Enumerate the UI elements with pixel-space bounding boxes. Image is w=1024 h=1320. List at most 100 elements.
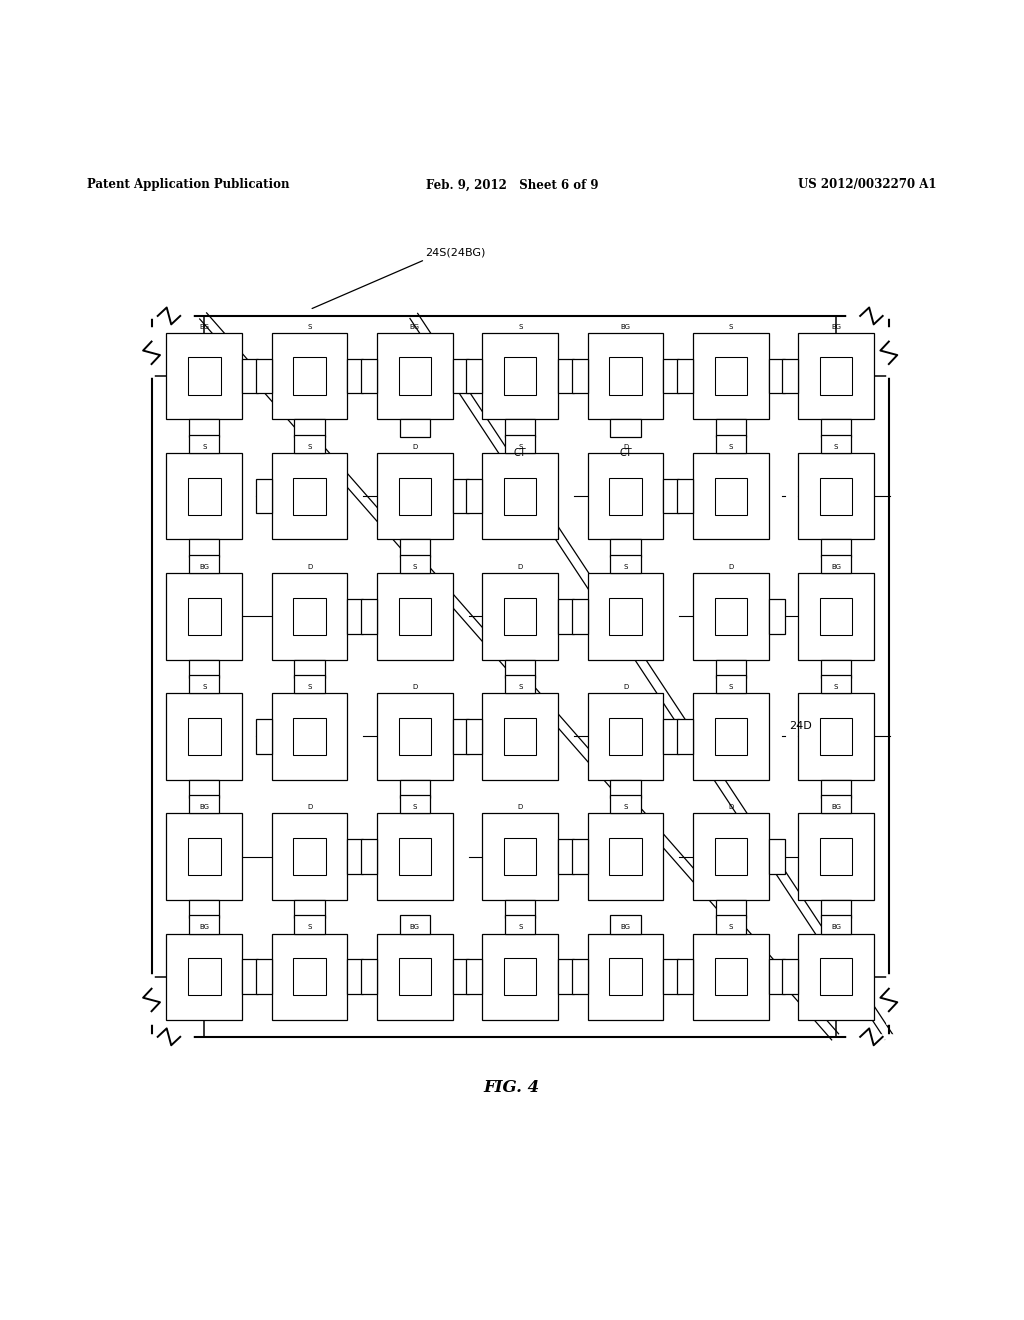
Bar bbox=[571, 960, 588, 994]
Text: D: D bbox=[623, 444, 628, 450]
Bar bbox=[588, 693, 664, 780]
Bar bbox=[189, 420, 219, 437]
Bar bbox=[609, 478, 642, 515]
Bar bbox=[504, 838, 537, 875]
Text: S: S bbox=[624, 804, 628, 810]
Bar bbox=[716, 916, 746, 933]
Text: FIG. 4: FIG. 4 bbox=[484, 1078, 540, 1096]
Text: S: S bbox=[202, 444, 207, 450]
Bar bbox=[782, 960, 799, 994]
Bar bbox=[467, 359, 482, 393]
Bar bbox=[821, 434, 851, 453]
Bar bbox=[820, 718, 852, 755]
Bar bbox=[715, 838, 748, 875]
Bar bbox=[271, 333, 347, 420]
Bar bbox=[399, 420, 430, 437]
Bar bbox=[715, 478, 748, 515]
Bar bbox=[399, 540, 430, 557]
Text: CT: CT bbox=[620, 447, 632, 458]
Bar bbox=[189, 780, 219, 797]
Text: BG: BG bbox=[410, 924, 420, 931]
Bar bbox=[609, 958, 642, 995]
Bar bbox=[166, 453, 242, 540]
Bar bbox=[505, 660, 536, 677]
Bar bbox=[293, 598, 326, 635]
Bar bbox=[504, 598, 537, 635]
Bar bbox=[166, 333, 242, 420]
Bar bbox=[769, 840, 784, 874]
Bar bbox=[664, 359, 679, 393]
Bar bbox=[693, 693, 769, 780]
Bar bbox=[504, 958, 537, 995]
Bar bbox=[294, 916, 325, 933]
Bar bbox=[453, 359, 469, 393]
Bar bbox=[189, 796, 219, 813]
Bar bbox=[294, 420, 325, 437]
Bar bbox=[664, 719, 679, 754]
Bar bbox=[482, 813, 558, 900]
Text: Feb. 9, 2012   Sheet 6 of 9: Feb. 9, 2012 Sheet 6 of 9 bbox=[426, 178, 598, 191]
Bar bbox=[294, 676, 325, 693]
Bar bbox=[399, 916, 430, 933]
Bar bbox=[398, 598, 431, 635]
Bar bbox=[821, 660, 851, 677]
Bar bbox=[588, 333, 664, 420]
Bar bbox=[715, 958, 748, 995]
Bar bbox=[242, 359, 258, 393]
Bar bbox=[293, 478, 326, 515]
Bar bbox=[693, 573, 769, 660]
Text: D: D bbox=[728, 804, 733, 810]
Bar bbox=[820, 958, 852, 995]
Bar bbox=[664, 479, 679, 513]
Text: BG: BG bbox=[410, 323, 420, 330]
Text: 24D: 24D bbox=[790, 721, 812, 731]
Bar bbox=[558, 960, 573, 994]
Bar bbox=[361, 359, 377, 393]
Bar bbox=[467, 960, 482, 994]
Text: S: S bbox=[518, 444, 522, 450]
Text: D: D bbox=[728, 564, 733, 570]
Bar bbox=[482, 333, 558, 420]
Bar bbox=[693, 333, 769, 420]
Bar bbox=[347, 359, 364, 393]
Bar bbox=[588, 453, 664, 540]
Text: BG: BG bbox=[621, 924, 631, 931]
Text: BG: BG bbox=[200, 924, 209, 931]
Bar bbox=[166, 813, 242, 900]
Text: D: D bbox=[307, 804, 312, 810]
Bar bbox=[398, 958, 431, 995]
Text: S: S bbox=[202, 684, 207, 690]
Bar bbox=[610, 796, 641, 813]
Bar bbox=[482, 933, 558, 1020]
Text: BG: BG bbox=[831, 323, 841, 330]
Bar bbox=[769, 960, 784, 994]
Bar bbox=[271, 933, 347, 1020]
Bar bbox=[693, 453, 769, 540]
Bar bbox=[571, 840, 588, 874]
Bar bbox=[820, 598, 852, 635]
Text: BG: BG bbox=[200, 804, 209, 810]
Bar bbox=[189, 916, 219, 933]
Bar bbox=[821, 420, 851, 437]
Bar bbox=[769, 599, 784, 634]
Bar bbox=[588, 813, 664, 900]
Bar bbox=[821, 900, 851, 917]
Bar bbox=[294, 900, 325, 917]
Text: S: S bbox=[834, 684, 839, 690]
Text: BG: BG bbox=[200, 564, 209, 570]
Bar bbox=[715, 358, 748, 395]
Bar bbox=[482, 693, 558, 780]
Bar bbox=[505, 900, 536, 917]
Bar bbox=[453, 479, 469, 513]
Bar bbox=[188, 838, 220, 875]
Bar bbox=[361, 960, 377, 994]
Bar bbox=[188, 598, 220, 635]
Bar bbox=[693, 813, 769, 900]
Text: Patent Application Publication: Patent Application Publication bbox=[87, 178, 290, 191]
Text: S: S bbox=[413, 564, 417, 570]
Text: BG: BG bbox=[831, 804, 841, 810]
Bar bbox=[715, 598, 748, 635]
Bar bbox=[558, 359, 573, 393]
Bar bbox=[588, 933, 664, 1020]
Bar bbox=[271, 693, 347, 780]
